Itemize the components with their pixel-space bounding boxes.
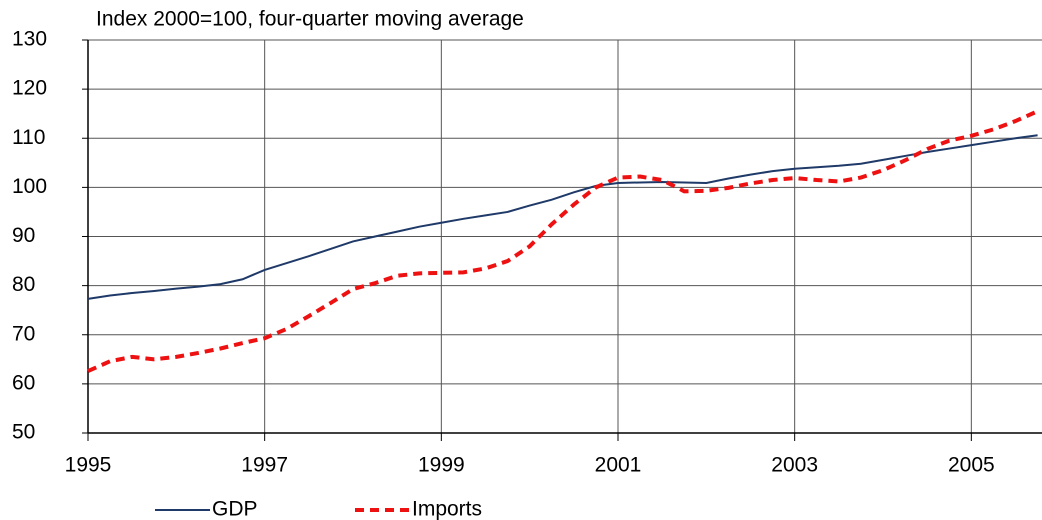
chart-title: Index 2000=100, four-quarter moving aver… xyxy=(96,8,524,31)
y-tick-label: 90 xyxy=(12,224,35,247)
legend-label: Imports xyxy=(412,498,482,520)
y-tick-label: 110 xyxy=(12,126,45,149)
y-tick-label: 120 xyxy=(12,77,47,100)
y-tick-label: 130 xyxy=(12,28,47,51)
x-tick-label: 1999 xyxy=(418,454,465,477)
y-tick-label: 60 xyxy=(12,371,35,394)
y-tick-label: 80 xyxy=(12,273,35,296)
legend-label: GDP xyxy=(212,498,258,520)
x-tick-label: 1997 xyxy=(241,454,288,477)
x-tick-label: 2005 xyxy=(948,454,995,477)
series-line xyxy=(87,109,1039,373)
x-tick-label: 2001 xyxy=(595,454,642,477)
x-tick-label: 2003 xyxy=(771,454,818,477)
y-tick-label: 70 xyxy=(12,322,35,345)
x-tick-label: 1995 xyxy=(65,454,112,477)
y-tick-label: 50 xyxy=(12,421,35,444)
y-tick-label: 100 xyxy=(12,175,47,198)
series-line xyxy=(87,134,1038,300)
